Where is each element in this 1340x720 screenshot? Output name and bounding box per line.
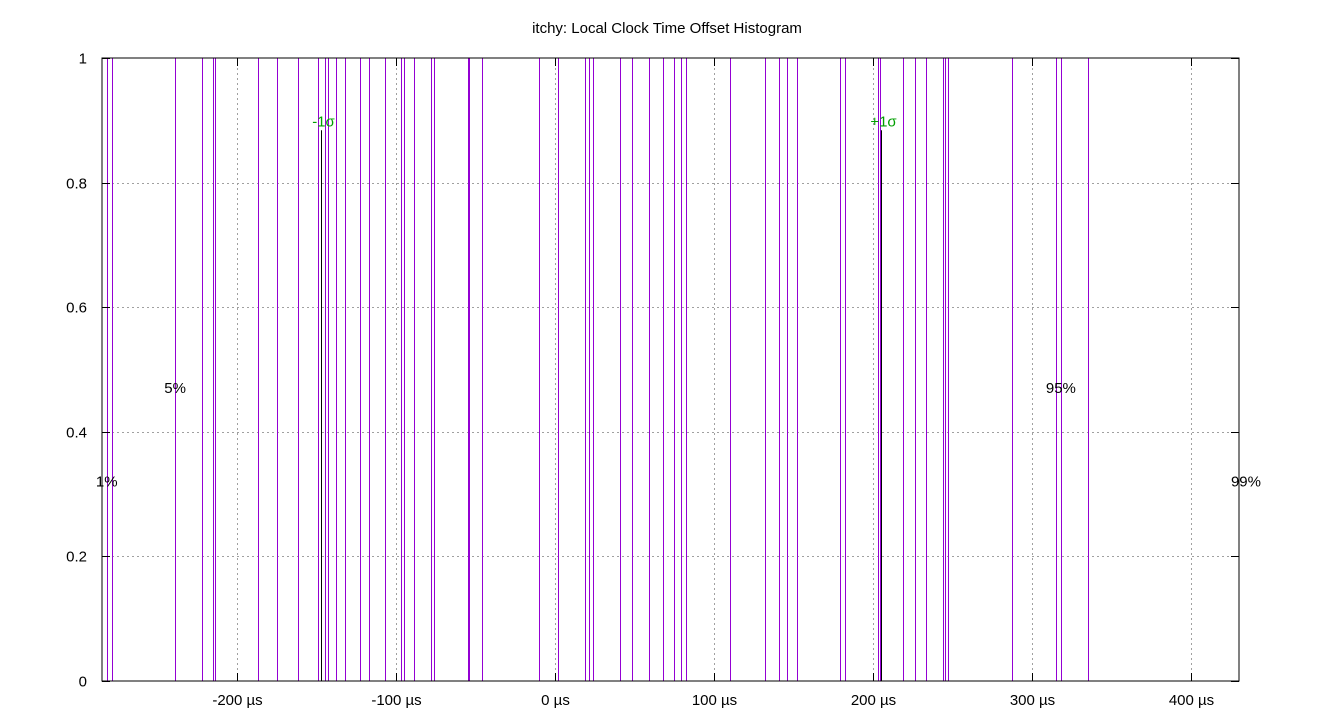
y-tick-label: 1	[79, 51, 87, 68]
percentile-label: 5%	[164, 380, 186, 397]
sigma-label: -1σ	[312, 113, 335, 130]
x-tick-label: 300 µs	[1010, 692, 1055, 709]
x-tick-label: 200 µs	[851, 692, 896, 709]
sigma-markers: -1σ +1σ	[312, 113, 897, 681]
histogram-bars	[107, 58, 1089, 681]
plot-frame	[101, 57, 1240, 682]
y-tick-label: 0	[79, 674, 87, 691]
x-tick-label: 400 µs	[1169, 692, 1214, 709]
x-tick-label: -200 µs	[212, 692, 262, 709]
percentile-label: 99%	[1231, 474, 1261, 491]
percentile-label: 1%	[96, 474, 118, 491]
x-tick-label: 0 µs	[541, 692, 570, 709]
percentile-label: 95%	[1046, 380, 1076, 397]
x-tick-label: -100 µs	[371, 692, 421, 709]
y-tick-label: 0.4	[66, 425, 87, 442]
grid-lines	[102, 58, 1239, 681]
y-tick-label: 0.8	[66, 176, 87, 193]
chart-title: itchy: Local Clock Time Offset Histogram	[532, 20, 802, 37]
annotations: 1% 5% 95% 99%	[96, 380, 1261, 490]
axis-ticks: 0 0.2 0.4 0.6 0.8 1 -200 µs -100 µs 0 µs 100 µs 20…	[66, 51, 1239, 709]
y-tick-label: 0.6	[66, 300, 87, 317]
x-tick-label: 100 µs	[692, 692, 737, 709]
y-tick-label: 0.2	[66, 549, 87, 566]
sigma-label: +1σ	[870, 113, 897, 130]
